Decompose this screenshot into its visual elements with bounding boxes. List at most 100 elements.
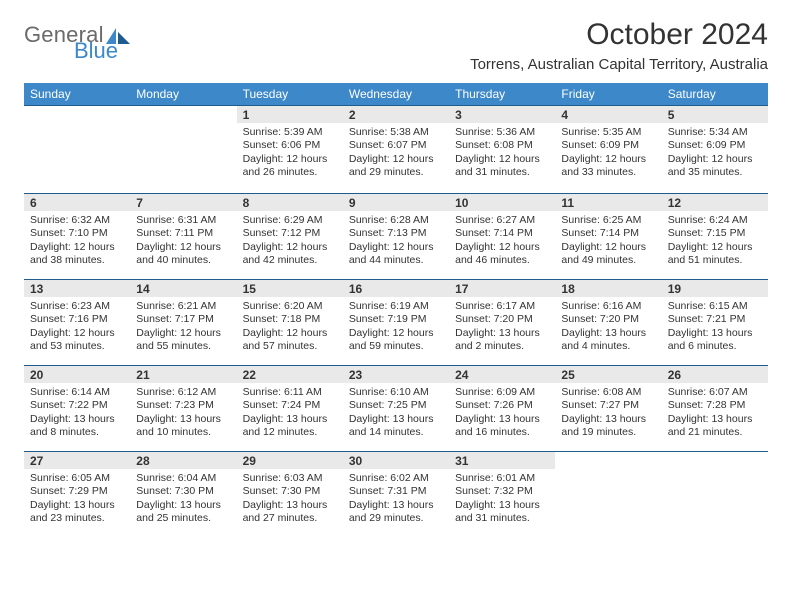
daylight-text-line2: and 26 minutes. <box>243 166 337 179</box>
daylight-text-line2: and 46 minutes. <box>455 254 549 267</box>
day-header: Wednesday <box>343 83 449 105</box>
day-details: Sunrise: 6:27 AMSunset: 7:14 PMDaylight:… <box>449 211 555 272</box>
sunset-text: Sunset: 7:25 PM <box>349 399 443 412</box>
daylight-text-line1: Daylight: 12 hours <box>243 153 337 166</box>
sunrise-text: Sunrise: 5:35 AM <box>561 126 655 139</box>
day-details: Sunrise: 5:39 AMSunset: 6:06 PMDaylight:… <box>237 123 343 184</box>
calendar-cell <box>130 105 236 193</box>
calendar-cell: 31Sunrise: 6:01 AMSunset: 7:32 PMDayligh… <box>449 451 555 535</box>
sunrise-text: Sunrise: 6:21 AM <box>136 300 230 313</box>
day-details: Sunrise: 6:19 AMSunset: 7:19 PMDaylight:… <box>343 297 449 358</box>
day-number: 8 <box>237 193 343 211</box>
calendar-cell: 21Sunrise: 6:12 AMSunset: 7:23 PMDayligh… <box>130 365 236 451</box>
day-number: 27 <box>24 451 130 469</box>
day-number: 28 <box>130 451 236 469</box>
daylight-text-line2: and 25 minutes. <box>136 512 230 525</box>
day-details: Sunrise: 6:20 AMSunset: 7:18 PMDaylight:… <box>237 297 343 358</box>
day-header: Thursday <box>449 83 555 105</box>
sunset-text: Sunset: 6:09 PM <box>668 139 762 152</box>
day-number: 7 <box>130 193 236 211</box>
sunset-text: Sunset: 7:23 PM <box>136 399 230 412</box>
day-number: 1 <box>237 105 343 123</box>
sunrise-text: Sunrise: 6:31 AM <box>136 214 230 227</box>
daylight-text-line2: and 10 minutes. <box>136 426 230 439</box>
daylight-text-line2: and 31 minutes. <box>455 512 549 525</box>
day-details: Sunrise: 6:11 AMSunset: 7:24 PMDaylight:… <box>237 383 343 444</box>
daylight-text-line1: Daylight: 12 hours <box>136 327 230 340</box>
calendar-cell <box>24 105 130 193</box>
sunrise-text: Sunrise: 6:08 AM <box>561 386 655 399</box>
daylight-text-line1: Daylight: 13 hours <box>455 499 549 512</box>
daylight-text-line2: and 29 minutes. <box>349 512 443 525</box>
calendar-cell: 12Sunrise: 6:24 AMSunset: 7:15 PMDayligh… <box>662 193 768 279</box>
calendar-cell: 27Sunrise: 6:05 AMSunset: 7:29 PMDayligh… <box>24 451 130 535</box>
sunset-text: Sunset: 7:15 PM <box>668 227 762 240</box>
day-number: 10 <box>449 193 555 211</box>
daylight-text-line1: Daylight: 12 hours <box>30 327 124 340</box>
sunset-text: Sunset: 7:13 PM <box>349 227 443 240</box>
calendar-cell: 9Sunrise: 6:28 AMSunset: 7:13 PMDaylight… <box>343 193 449 279</box>
sunset-text: Sunset: 7:30 PM <box>136 485 230 498</box>
daylight-text-line2: and 35 minutes. <box>668 166 762 179</box>
day-details: Sunrise: 5:36 AMSunset: 6:08 PMDaylight:… <box>449 123 555 184</box>
month-title: October 2024 <box>470 18 768 52</box>
sunrise-text: Sunrise: 6:17 AM <box>455 300 549 313</box>
sunrise-text: Sunrise: 6:07 AM <box>668 386 762 399</box>
calendar-cell: 7Sunrise: 6:31 AMSunset: 7:11 PMDaylight… <box>130 193 236 279</box>
day-number: 23 <box>343 365 449 383</box>
calendar-cell: 14Sunrise: 6:21 AMSunset: 7:17 PMDayligh… <box>130 279 236 365</box>
daylight-text-line1: Daylight: 12 hours <box>349 241 443 254</box>
sunset-text: Sunset: 7:27 PM <box>561 399 655 412</box>
daylight-text-line2: and 12 minutes. <box>243 426 337 439</box>
daylight-text-line1: Daylight: 13 hours <box>668 327 762 340</box>
day-details: Sunrise: 6:29 AMSunset: 7:12 PMDaylight:… <box>237 211 343 272</box>
calendar-cell: 19Sunrise: 6:15 AMSunset: 7:21 PMDayligh… <box>662 279 768 365</box>
day-number: 4 <box>555 105 661 123</box>
calendar-cell: 2Sunrise: 5:38 AMSunset: 6:07 PMDaylight… <box>343 105 449 193</box>
day-number: 2 <box>343 105 449 123</box>
calendar-cell: 18Sunrise: 6:16 AMSunset: 7:20 PMDayligh… <box>555 279 661 365</box>
calendar-cell <box>662 451 768 535</box>
sunset-text: Sunset: 6:06 PM <box>243 139 337 152</box>
empty-day-bar <box>24 105 130 125</box>
location-text: Torrens, Australian Capital Territory, A… <box>470 56 768 73</box>
daylight-text-line1: Daylight: 12 hours <box>455 241 549 254</box>
calendar-cell: 15Sunrise: 6:20 AMSunset: 7:18 PMDayligh… <box>237 279 343 365</box>
sunrise-text: Sunrise: 6:20 AM <box>243 300 337 313</box>
sunset-text: Sunset: 7:29 PM <box>30 485 124 498</box>
daylight-text-line2: and 4 minutes. <box>561 340 655 353</box>
sunrise-text: Sunrise: 6:10 AM <box>349 386 443 399</box>
daylight-text-line1: Daylight: 13 hours <box>349 413 443 426</box>
daylight-text-line1: Daylight: 13 hours <box>136 499 230 512</box>
day-details: Sunrise: 6:10 AMSunset: 7:25 PMDaylight:… <box>343 383 449 444</box>
sunrise-text: Sunrise: 6:16 AM <box>561 300 655 313</box>
daylight-text-line1: Daylight: 13 hours <box>243 413 337 426</box>
sail-icon <box>106 26 132 46</box>
daylight-text-line2: and 59 minutes. <box>349 340 443 353</box>
daylight-text-line2: and 55 minutes. <box>136 340 230 353</box>
daylight-text-line2: and 8 minutes. <box>30 426 124 439</box>
sunrise-text: Sunrise: 6:29 AM <box>243 214 337 227</box>
day-details: Sunrise: 6:03 AMSunset: 7:30 PMDaylight:… <box>237 469 343 530</box>
daylight-text-line1: Daylight: 13 hours <box>561 413 655 426</box>
daylight-text-line2: and 42 minutes. <box>243 254 337 267</box>
sunset-text: Sunset: 7:31 PM <box>349 485 443 498</box>
daylight-text-line1: Daylight: 13 hours <box>349 499 443 512</box>
calendar-cell: 8Sunrise: 6:29 AMSunset: 7:12 PMDaylight… <box>237 193 343 279</box>
sunset-text: Sunset: 7:26 PM <box>455 399 549 412</box>
calendar-cell: 5Sunrise: 5:34 AMSunset: 6:09 PMDaylight… <box>662 105 768 193</box>
calendar-week-row: 13Sunrise: 6:23 AMSunset: 7:16 PMDayligh… <box>24 279 768 365</box>
calendar-cell: 13Sunrise: 6:23 AMSunset: 7:16 PMDayligh… <box>24 279 130 365</box>
calendar-cell: 11Sunrise: 6:25 AMSunset: 7:14 PMDayligh… <box>555 193 661 279</box>
daylight-text-line2: and 21 minutes. <box>668 426 762 439</box>
day-number: 18 <box>555 279 661 297</box>
day-details: Sunrise: 6:32 AMSunset: 7:10 PMDaylight:… <box>24 211 130 272</box>
daylight-text-line1: Daylight: 13 hours <box>455 327 549 340</box>
day-details: Sunrise: 6:21 AMSunset: 7:17 PMDaylight:… <box>130 297 236 358</box>
calendar-cell <box>555 451 661 535</box>
brand-logo: General Blue <box>24 18 132 62</box>
sunrise-text: Sunrise: 6:28 AM <box>349 214 443 227</box>
day-details: Sunrise: 6:08 AMSunset: 7:27 PMDaylight:… <box>555 383 661 444</box>
day-details: Sunrise: 6:25 AMSunset: 7:14 PMDaylight:… <box>555 211 661 272</box>
sunrise-text: Sunrise: 6:25 AM <box>561 214 655 227</box>
